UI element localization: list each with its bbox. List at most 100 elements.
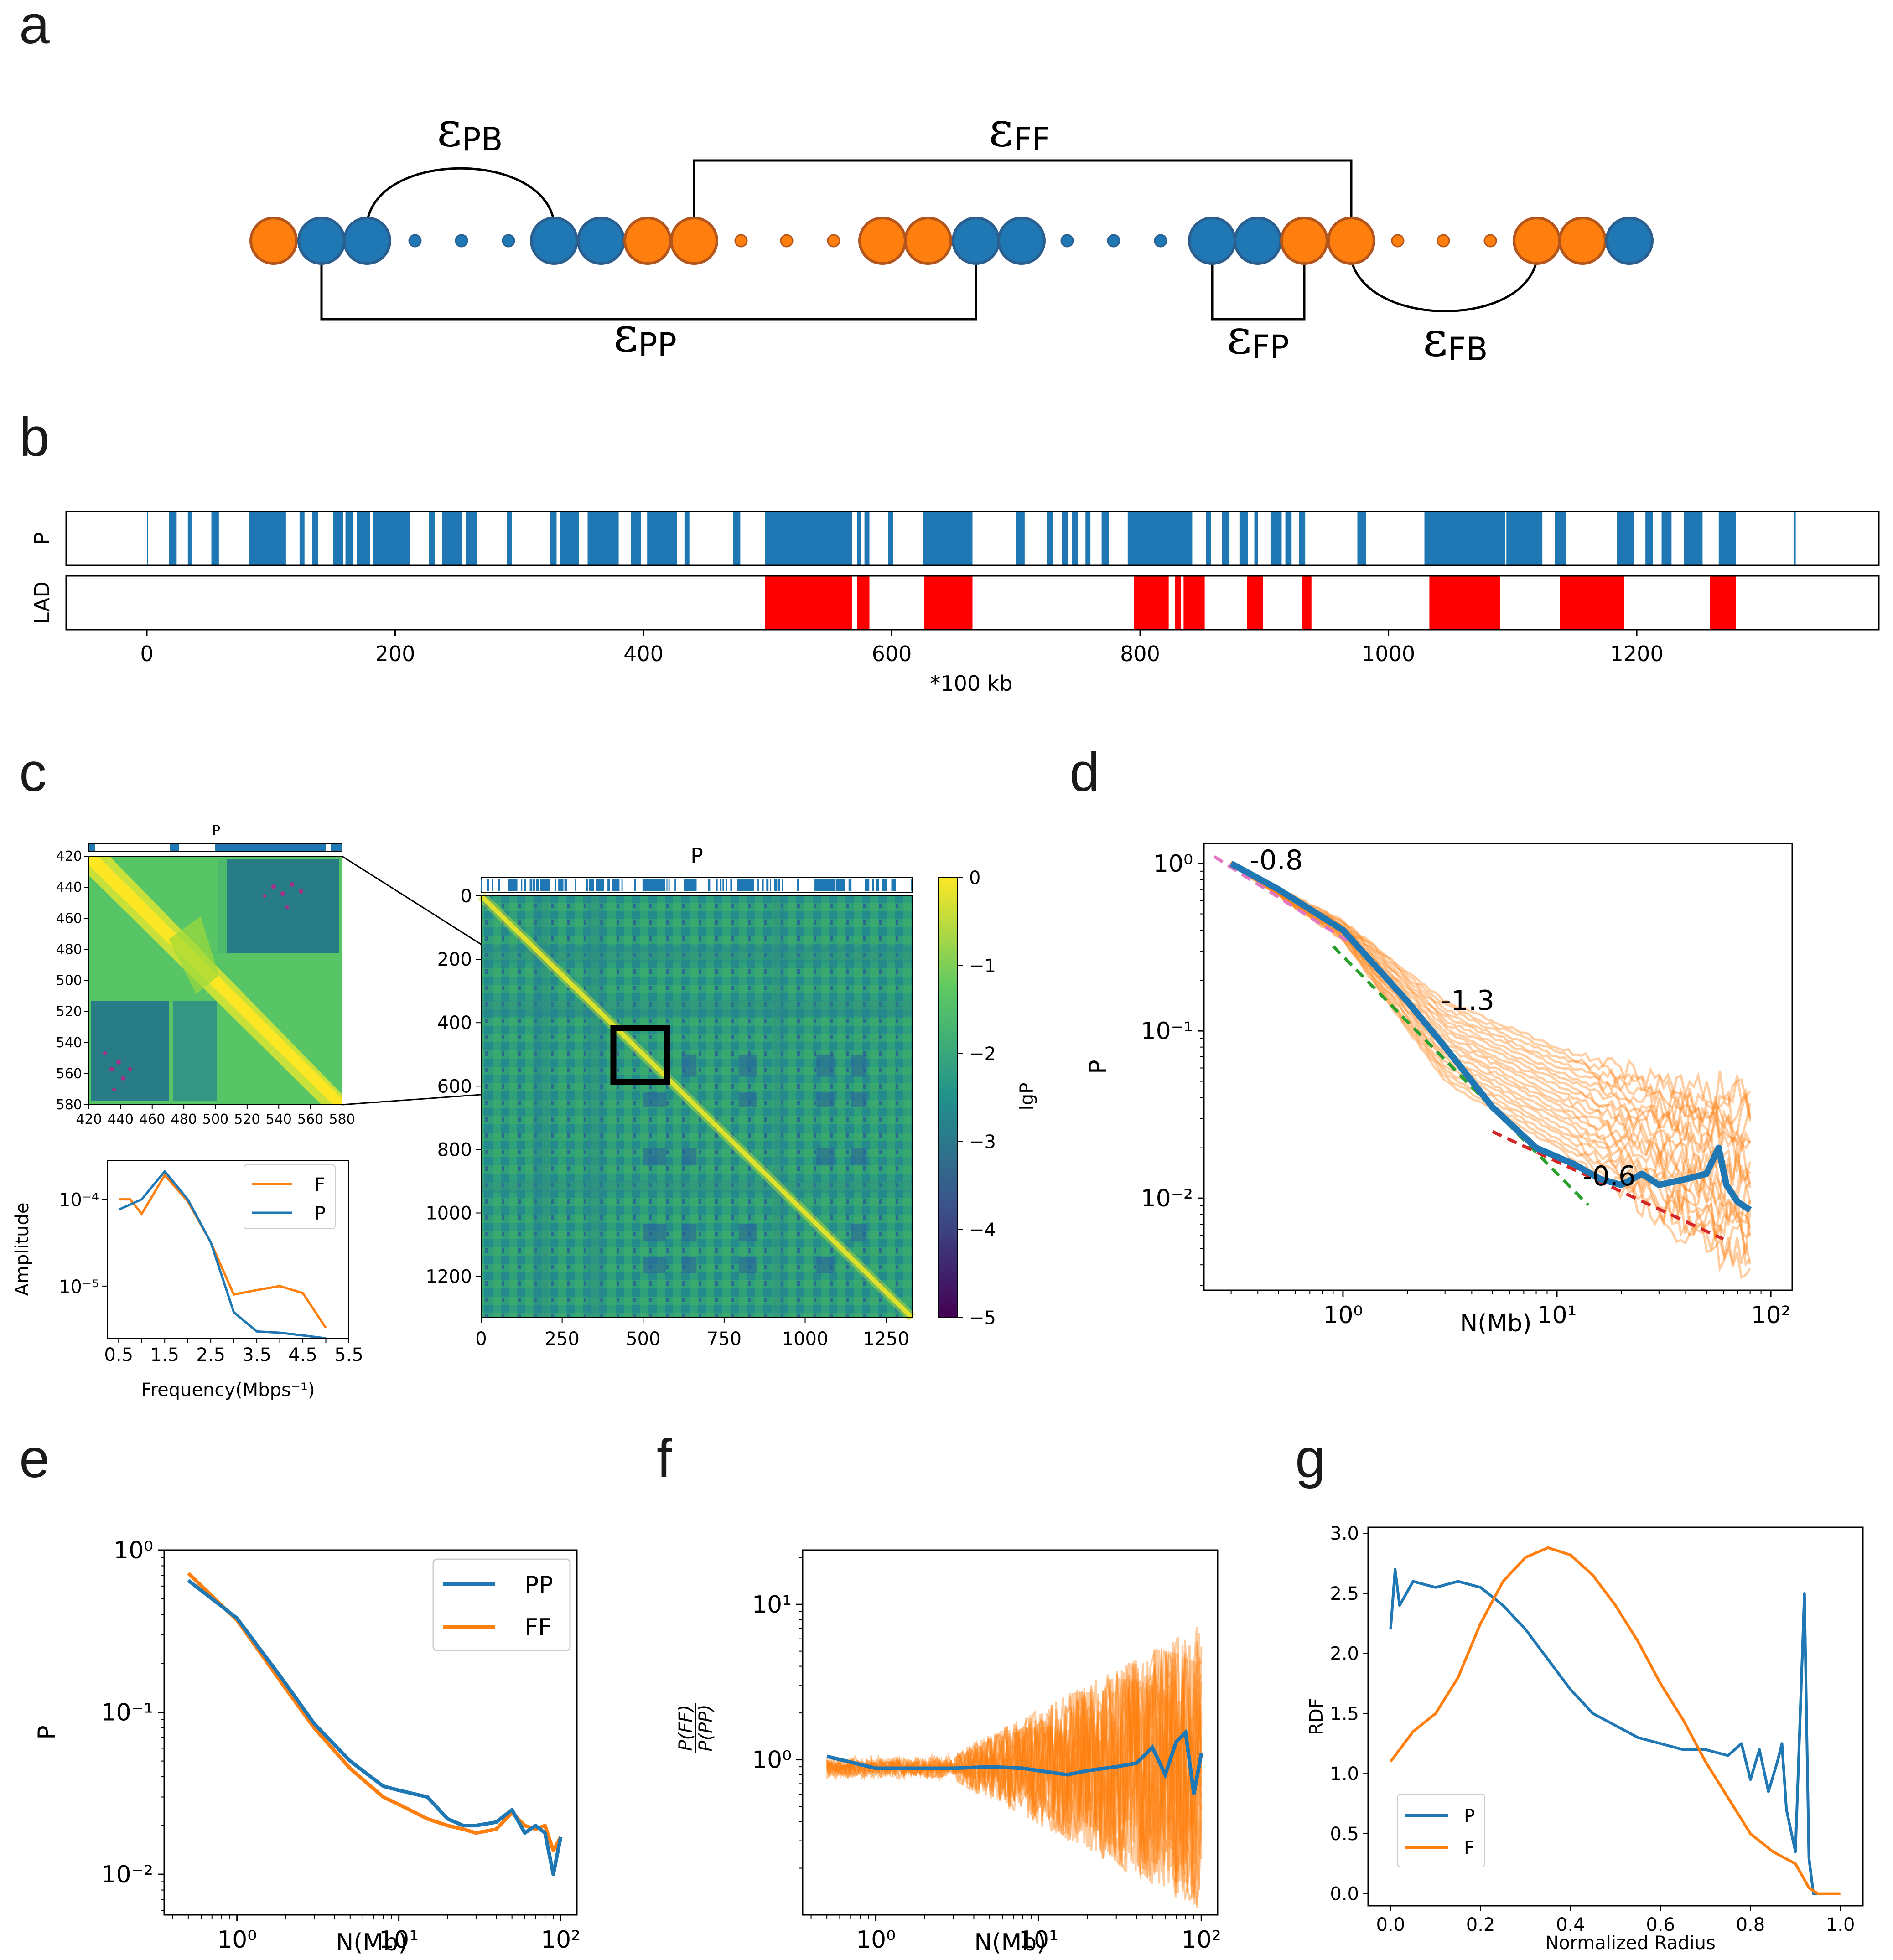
p-segment bbox=[1270, 512, 1282, 565]
p-segment bbox=[1684, 512, 1703, 565]
heatmap-track-segment bbox=[589, 879, 594, 891]
colorbar-tick-label: −1 bbox=[969, 956, 996, 977]
p-segment bbox=[373, 512, 410, 565]
g-x-label: 1.0 bbox=[1826, 1914, 1855, 1935]
p-segment bbox=[1016, 512, 1025, 565]
heatmap-track-segment bbox=[642, 879, 665, 891]
f-realisation bbox=[826, 1641, 1203, 1882]
heatmap-block bbox=[816, 1092, 835, 1107]
x-tick-label: 600 bbox=[872, 641, 912, 666]
spectrum-x-label: 3.5 bbox=[242, 1345, 271, 1365]
heatmap-track-segment bbox=[872, 879, 874, 891]
zoom-x-label: 500 bbox=[202, 1112, 228, 1127]
panel-label-f: f bbox=[657, 1428, 672, 1489]
heatmap-track-segment bbox=[891, 879, 896, 891]
f-ylabel: P(FF) P(PP) bbox=[675, 1703, 716, 1753]
f-mean-line bbox=[826, 1728, 1203, 1795]
heatmap-track-segment bbox=[674, 879, 676, 891]
x-tick-label: 10¹ bbox=[1537, 1302, 1577, 1329]
p-segment bbox=[733, 512, 741, 565]
spectrum-x-label: 4.5 bbox=[288, 1345, 317, 1365]
p-segment bbox=[1206, 512, 1211, 565]
spectrum-x-label: 1.5 bbox=[150, 1345, 179, 1365]
bead-p bbox=[1188, 217, 1236, 265]
spectrum-line-p bbox=[118, 1169, 326, 1338]
zoom-y-label: 540 bbox=[56, 1035, 82, 1051]
heatmap-track-segment bbox=[634, 879, 636, 891]
colorbar-tick-label: −3 bbox=[969, 1132, 996, 1153]
heatmap-block bbox=[643, 1092, 666, 1107]
contact-heatmap: P 0 250 500 750 1000 1250 0 200 400 600 800 1000 120… bbox=[425, 843, 1037, 1350]
g-y-label: 1.0 bbox=[1330, 1763, 1359, 1784]
f-xlabel: N(Mb) bbox=[974, 1929, 1046, 1956]
heatmap-block bbox=[851, 1092, 867, 1107]
p-segment bbox=[211, 512, 219, 565]
g-y-label: 3.0 bbox=[1330, 1523, 1359, 1544]
p-track-label: P bbox=[30, 532, 54, 545]
bead-p bbox=[1107, 234, 1120, 248]
x-tick-label: 1000 bbox=[1362, 641, 1415, 666]
heatmap-track-segment bbox=[508, 879, 518, 891]
lad-segment bbox=[1183, 576, 1205, 630]
svg-text:P(PP): P(PP) bbox=[695, 1704, 716, 1752]
heatmap-track-segment bbox=[716, 879, 718, 891]
lad-segment bbox=[1175, 576, 1181, 630]
heatmap-track-segment bbox=[836, 879, 845, 891]
heatmap-track-segment bbox=[778, 879, 780, 891]
f-realisation bbox=[826, 1652, 1203, 1908]
heatmap-track-segment bbox=[498, 879, 500, 891]
lad-segment bbox=[1710, 576, 1736, 630]
e-xlabel: N(Mb) bbox=[336, 1929, 407, 1956]
lad-segment bbox=[1134, 576, 1169, 630]
g-x-label: 0.2 bbox=[1466, 1914, 1495, 1935]
spectrum-ylabel: Amplitude bbox=[12, 1203, 33, 1296]
panel-label-c: c bbox=[19, 742, 47, 803]
heatmap-track-segment bbox=[564, 879, 567, 891]
heatmap-track-segment bbox=[730, 879, 732, 891]
x-tick-label: 1200 bbox=[1610, 641, 1664, 666]
lad-segment bbox=[1429, 576, 1500, 630]
heatmap-block bbox=[682, 1224, 697, 1242]
colorbar-tick-label: −2 bbox=[969, 1044, 996, 1065]
g-legend-f: F bbox=[1464, 1838, 1474, 1859]
p-segment bbox=[1254, 512, 1258, 565]
zoom-y-label: 560 bbox=[56, 1066, 82, 1082]
f-realisation bbox=[826, 1652, 1203, 1899]
heatmap-block bbox=[682, 1054, 697, 1077]
y-tick-label: 10⁻¹ bbox=[1141, 1018, 1193, 1045]
p-segment bbox=[1718, 512, 1736, 565]
f-realisation bbox=[826, 1650, 1203, 1901]
heatmap-track-segment bbox=[668, 879, 670, 891]
p-segment bbox=[1222, 512, 1230, 565]
lad-segment bbox=[1247, 576, 1263, 630]
g-ylabel: RDF bbox=[1306, 1698, 1327, 1735]
f-realisation bbox=[826, 1642, 1203, 1891]
heatmap-stripe bbox=[533, 896, 550, 1318]
heatmap-track-segment bbox=[770, 879, 771, 891]
d-f-realisation bbox=[1230, 861, 1751, 1224]
heatmap-track-segment bbox=[865, 879, 870, 891]
lad-segment bbox=[765, 576, 852, 630]
zoom-x-label: 520 bbox=[234, 1112, 260, 1127]
p-segment bbox=[1127, 512, 1193, 565]
epsilon-fp: εFP bbox=[1227, 309, 1289, 366]
bead-p bbox=[530, 217, 578, 265]
bead-f bbox=[1391, 234, 1405, 248]
p-segment bbox=[1794, 512, 1796, 565]
spectrum-x-label: 5.5 bbox=[334, 1345, 363, 1365]
g-y-label: 2.0 bbox=[1330, 1644, 1359, 1665]
f-realisation bbox=[826, 1649, 1202, 1905]
heatmap-block bbox=[851, 1224, 867, 1242]
zoom-y-label: 440 bbox=[56, 879, 82, 895]
x-tick-label: 10¹ bbox=[379, 1926, 419, 1954]
heatmap-track-segment bbox=[708, 879, 711, 891]
heatmap-title: P bbox=[690, 843, 703, 868]
heatmap-block bbox=[738, 1224, 757, 1242]
d-f-realisation bbox=[1230, 864, 1752, 1255]
p-segment bbox=[1617, 512, 1634, 565]
p-segment bbox=[442, 512, 462, 565]
lad-track-segments bbox=[765, 576, 1736, 630]
pp-bracket bbox=[320, 260, 977, 321]
spectrum-y-label: 10⁻⁴ bbox=[59, 1190, 99, 1211]
colorbar bbox=[938, 877, 958, 1318]
